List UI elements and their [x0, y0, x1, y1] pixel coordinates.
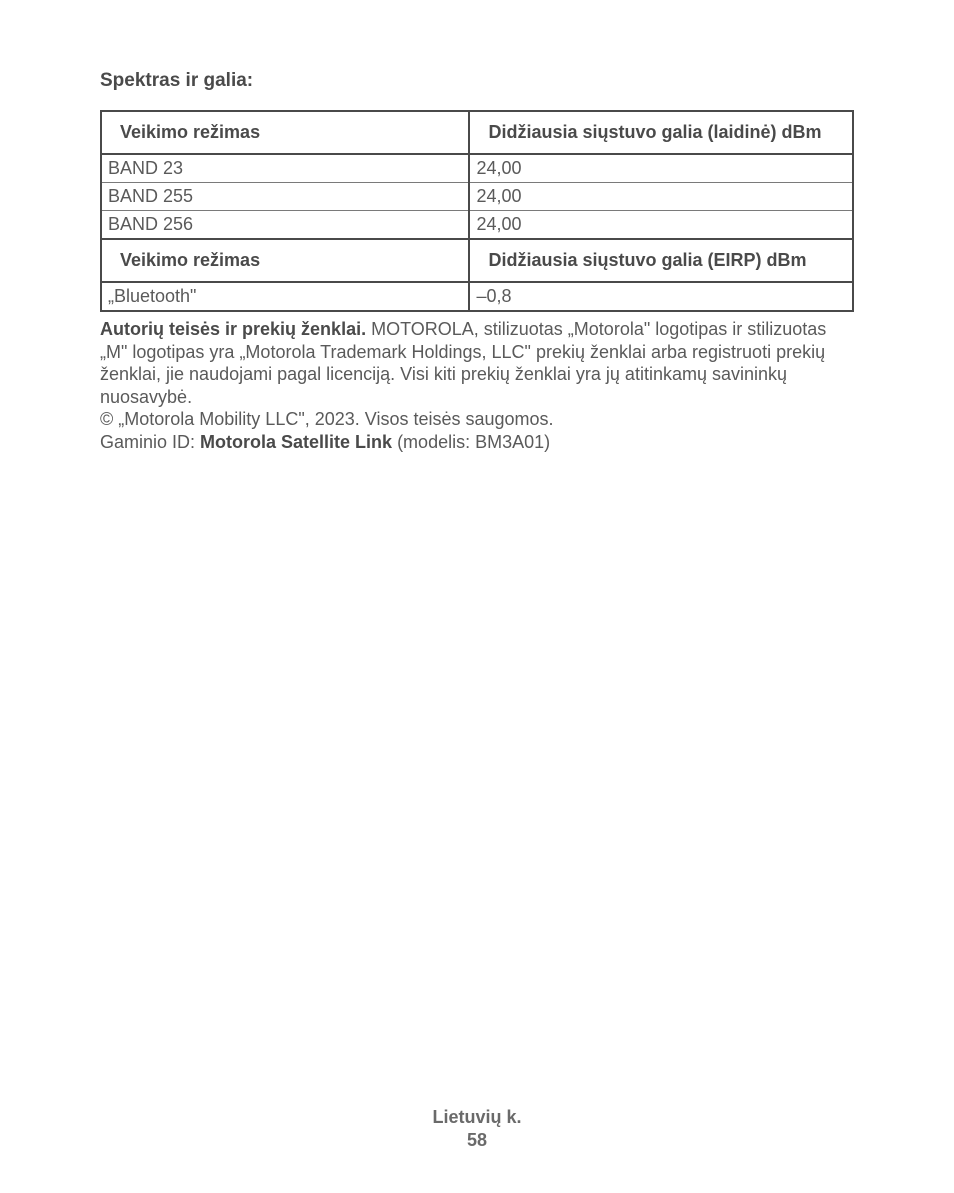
cell-mode: BAND 255: [101, 183, 469, 211]
cell-value: –0,8: [469, 282, 853, 311]
header-mode-1: Veikimo režimas: [101, 111, 469, 154]
footer-language: Lietuvių k.: [0, 1107, 954, 1128]
spectrum-table: Veikimo režimas Didžiausia siųstuvo gali…: [100, 110, 854, 312]
copyright-line: © „Motorola Mobility LLC", 2023. Visos t…: [100, 409, 554, 429]
cell-mode: BAND 256: [101, 211, 469, 240]
copyright-paragraph: Autorių teisės ir prekių ženklai. MOTORO…: [100, 318, 854, 453]
product-name: Motorola Satellite Link: [200, 432, 392, 452]
cell-mode: „Bluetooth": [101, 282, 469, 311]
product-prefix: Gaminio ID:: [100, 432, 200, 452]
table-row: „Bluetooth" –0,8: [101, 282, 853, 311]
table-header-row-1: Veikimo režimas Didžiausia siųstuvo gali…: [101, 111, 853, 154]
page-footer: Lietuvių k. 58: [0, 1107, 954, 1151]
table-row: BAND 23 24,00: [101, 154, 853, 183]
header-power-1: Didžiausia siųstuvo galia (laidinė) dBm: [469, 111, 853, 154]
section-title: Spektras ir galia:: [100, 70, 854, 92]
cell-value: 24,00: [469, 183, 853, 211]
cell-value: 24,00: [469, 211, 853, 240]
table-row: BAND 256 24,00: [101, 211, 853, 240]
product-suffix: (modelis: BM3A01): [392, 432, 550, 452]
table-row: BAND 255 24,00: [101, 183, 853, 211]
cell-mode: BAND 23: [101, 154, 469, 183]
copyright-label: Autorių teisės ir prekių ženklai.: [100, 319, 366, 339]
table-header-row-2: Veikimo režimas Didžiausia siųstuvo gali…: [101, 239, 853, 282]
cell-value: 24,00: [469, 154, 853, 183]
header-mode-2: Veikimo režimas: [101, 239, 469, 282]
footer-page-number: 58: [0, 1130, 954, 1151]
header-power-2: Didžiausia siųstuvo galia (EIRP) dBm: [469, 239, 853, 282]
